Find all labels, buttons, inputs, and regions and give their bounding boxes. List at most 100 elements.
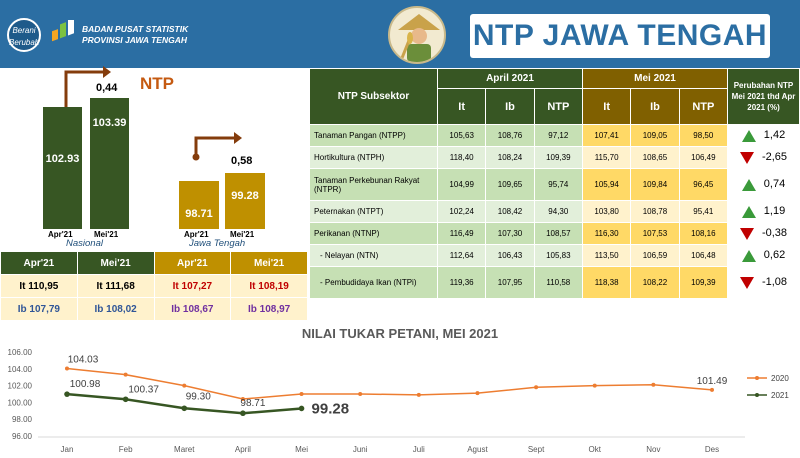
- cell: 108,22: [630, 266, 680, 299]
- x-tick-label: Feb: [119, 445, 133, 454]
- line-chart: 96.00 98.00 100.00 102.00 104.00 106.00 Jan Feb…: [8, 348, 790, 454]
- cell: 112,64: [436, 244, 487, 267]
- summary-header-cell: Mei'21: [230, 251, 308, 275]
- april-header: April 2021: [437, 68, 583, 89]
- cell: 118,40: [436, 146, 487, 169]
- cell: 109,65: [485, 168, 535, 201]
- x-tick-label: Mei: [295, 445, 308, 454]
- point-2020: [299, 392, 304, 396]
- farmer-icon: [398, 14, 440, 62]
- data-label-2021: 98.71: [240, 398, 265, 409]
- table-row: Tanaman Pangan (NTPP) 105,63 108,76 97,1…: [309, 124, 800, 147]
- ntp-chart-title: NTP: [140, 74, 174, 93]
- bar-jateng-apr-value: 98.71: [185, 208, 213, 220]
- cell: 108,24: [485, 146, 535, 169]
- change-cell: 1,42: [727, 124, 800, 147]
- cell: 108,65: [630, 146, 680, 169]
- arrow-down-icon: [739, 276, 754, 289]
- change-value: -2,65: [761, 151, 788, 164]
- bar-jateng-mei: 99.28: [225, 173, 265, 229]
- cell: 106,59: [630, 244, 680, 267]
- bar-nasional-apr-value: 102.93: [45, 153, 80, 165]
- row-name: Hortikultura (NTPH): [309, 146, 438, 169]
- cell: 97,12: [533, 124, 583, 147]
- table-header-row-1: NTP Subsektor April 2021 Mei 2021 Peruba…: [309, 68, 800, 125]
- cell: 106,43: [485, 244, 535, 267]
- table-row: Hortikultura (NTPH) 118,40 108,24 109,39…: [309, 146, 800, 169]
- bar-jateng-apr: 98.71: [179, 181, 219, 229]
- data-label-2021: 99.30: [186, 391, 211, 402]
- arrow-down-icon: [739, 227, 754, 240]
- cell: 116,30: [581, 222, 632, 245]
- legend-marker-2021: [755, 393, 759, 397]
- summary-cell: Ib 108,97: [230, 297, 308, 321]
- cell: 96,45: [678, 168, 729, 201]
- row-name: Peternakan (NTPT): [309, 200, 438, 223]
- point-2020: [651, 382, 656, 387]
- cell: 102,24: [436, 200, 487, 223]
- point-2020: [123, 372, 128, 377]
- summary-header-cell: Apr'21: [0, 251, 78, 275]
- arrow-down-icon: [739, 151, 754, 164]
- nasional-change: 0,44: [96, 82, 118, 94]
- row-name: Tanaman Perkebunan Rakyat (NTPR): [309, 168, 438, 201]
- summary-ib-row: Ib 107,79 Ib 108,02 Ib 108,67 Ib 108,97: [0, 297, 308, 321]
- y-tick-label: 106.00: [8, 348, 33, 357]
- cell: 109,84: [630, 168, 680, 201]
- point-2021: [122, 396, 129, 403]
- table-row: - Nelayan (NTN) 112,64 106,43 105,83 113…: [309, 244, 800, 267]
- cell: 119,36: [436, 266, 487, 299]
- point-2020: [592, 383, 597, 388]
- cell: 110,58: [533, 266, 583, 299]
- summary-header-cell: Mei'21: [76, 251, 155, 275]
- cell: 107,53: [630, 222, 680, 245]
- summary-cell: Ib 108,02: [76, 297, 155, 321]
- change-cell: -1,08: [727, 266, 800, 299]
- jateng-mei-label: Mei'21: [230, 230, 255, 239]
- point-2020: [475, 391, 480, 396]
- summary-cell: It 111,68: [76, 274, 155, 298]
- cell: 105,63: [436, 124, 487, 147]
- x-tick-label: Okt: [589, 445, 602, 454]
- berani-berubah-logo: Berani Berubah: [7, 18, 41, 52]
- change-cell: 1,19: [727, 200, 800, 223]
- point-2020: [534, 385, 539, 390]
- x-tick-label: Juli: [413, 445, 425, 454]
- change-cell: -2,65: [727, 146, 800, 169]
- table-row: Perikanan (NTNP) 116,49 107,30 108,57 11…: [309, 222, 800, 245]
- cell: 108,16: [678, 222, 729, 245]
- cell: 109,05: [630, 124, 680, 147]
- bar-nasional-mei: 103.39: [90, 98, 129, 229]
- summary-cell: It 108,19: [230, 274, 308, 298]
- y-tick-label: 96.00: [12, 432, 33, 441]
- x-tick-label: Maret: [174, 445, 195, 454]
- col-header: Ib: [630, 88, 680, 125]
- cell: 106,49: [678, 146, 729, 169]
- row-name: - Nelayan (NTN): [309, 244, 438, 267]
- col-header: NTP: [533, 88, 583, 125]
- row-name: Tanaman Pangan (NTPP): [309, 124, 438, 147]
- point-2020: [358, 392, 363, 396]
- cell: 107,95: [485, 266, 535, 299]
- change-value: 1,42: [763, 129, 786, 142]
- point-2020: [65, 366, 69, 371]
- ntp-subsektor-table: NTP Subsektor April 2021 Mei 2021 Peruba…: [309, 68, 800, 299]
- summary-table: Apr'21 Mei'21 Apr'21 Mei'21 It 110,95 It…: [0, 251, 308, 321]
- point-2020: [710, 387, 714, 392]
- arrow-up-icon: [741, 205, 756, 218]
- point-2020: [416, 392, 421, 397]
- change-value: -0,38: [761, 227, 788, 240]
- change-value: 1,19: [763, 205, 786, 218]
- summary-cell: Ib 107,79: [0, 297, 78, 321]
- change-header: Perubahan NTP Mei 2021 thd Apr 2021 (%): [727, 68, 800, 125]
- header-bar: Berani Berubah BADAN PUSAT STATISTIK PRO…: [0, 0, 800, 68]
- change-value: -1,08: [761, 276, 788, 289]
- cell: 107,41: [581, 124, 632, 147]
- summary-it-row: It 110,95 It 111,68 It 107,27 It 108,19: [0, 274, 308, 298]
- cell: 104,99: [436, 168, 487, 201]
- summary-header-cell: Apr'21: [153, 251, 232, 275]
- cell: 106,48: [678, 244, 729, 267]
- arrow-up-icon: [741, 129, 756, 142]
- y-tick-label: 100.00: [8, 398, 33, 407]
- cell: 116,49: [436, 222, 487, 245]
